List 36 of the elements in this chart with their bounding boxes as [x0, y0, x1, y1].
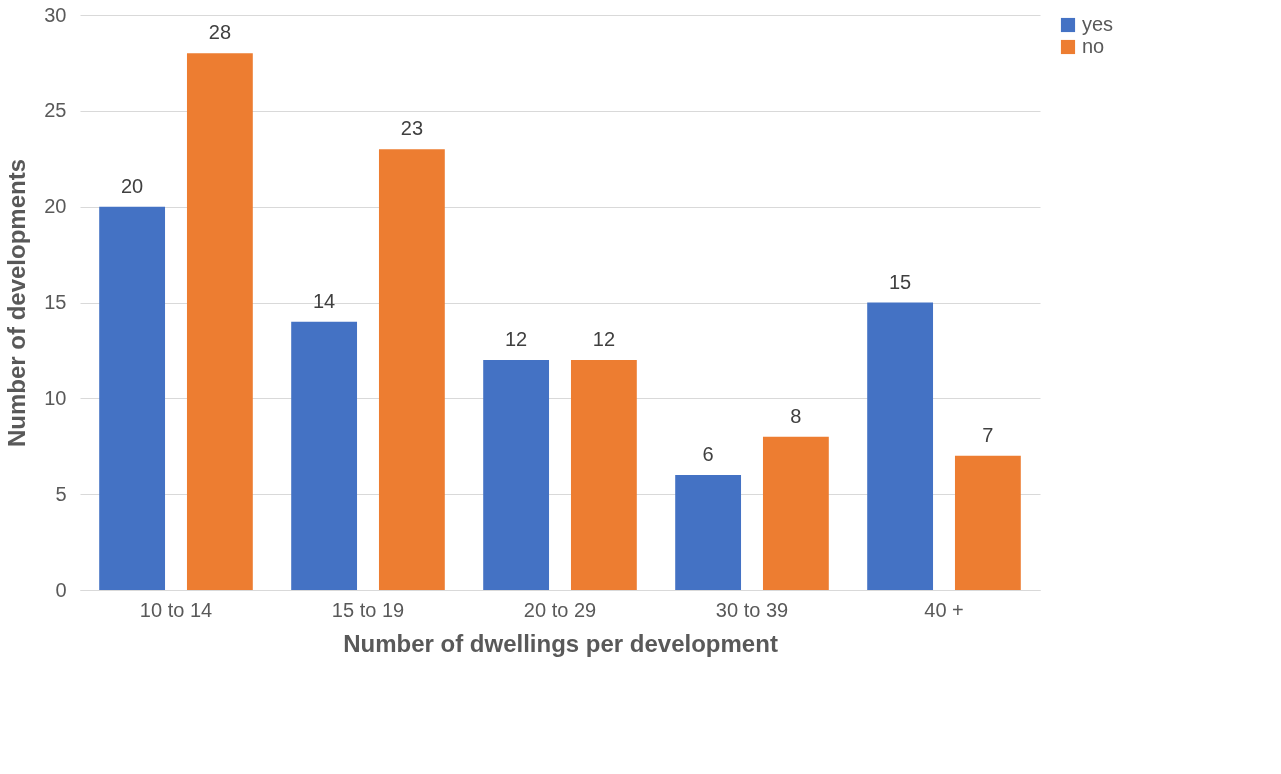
data-label: 7: [982, 423, 994, 446]
bar: [675, 475, 742, 590]
x-tick-label: 30 to 39: [715, 598, 789, 621]
y-tick-label: 10: [44, 386, 67, 409]
x-axis-title: Number of dwellings per development: [343, 629, 778, 657]
y-tick-label: 20: [44, 195, 67, 218]
bar: [570, 360, 637, 590]
data-label: 28: [208, 21, 232, 44]
data-label: 14: [312, 289, 336, 312]
x-tick-label: 20 to 29: [523, 598, 597, 621]
bar: [867, 302, 934, 590]
bar: [99, 206, 166, 590]
bar: [291, 321, 358, 590]
data-label: 12: [504, 328, 528, 350]
y-tick-label: 0: [55, 578, 67, 601]
legend-label: yes: [1082, 13, 1114, 35]
y-tick-label: 30: [44, 3, 67, 26]
y-tick-label: 5: [55, 482, 67, 505]
data-label: 23: [400, 117, 424, 140]
y-tick-label: 25: [44, 99, 67, 122]
data-label: 12: [592, 328, 616, 350]
data-label: 6: [702, 443, 714, 465]
y-tick-label: 15: [44, 291, 67, 313]
data-label: 15: [888, 270, 912, 293]
y-axis-title: Number of developments: [3, 158, 31, 448]
bar: [762, 436, 829, 590]
legend-label: no: [1082, 35, 1105, 57]
data-label: 20: [120, 174, 144, 197]
x-tick-label: 10 to 14: [139, 598, 213, 621]
x-tick-label: 40 +: [924, 598, 964, 621]
bar: [483, 360, 550, 590]
x-tick-label: 15 to 19: [331, 598, 405, 621]
data-label: 8: [790, 404, 802, 427]
bar: [378, 149, 445, 590]
bar: [186, 53, 253, 590]
bar: [954, 455, 1021, 590]
